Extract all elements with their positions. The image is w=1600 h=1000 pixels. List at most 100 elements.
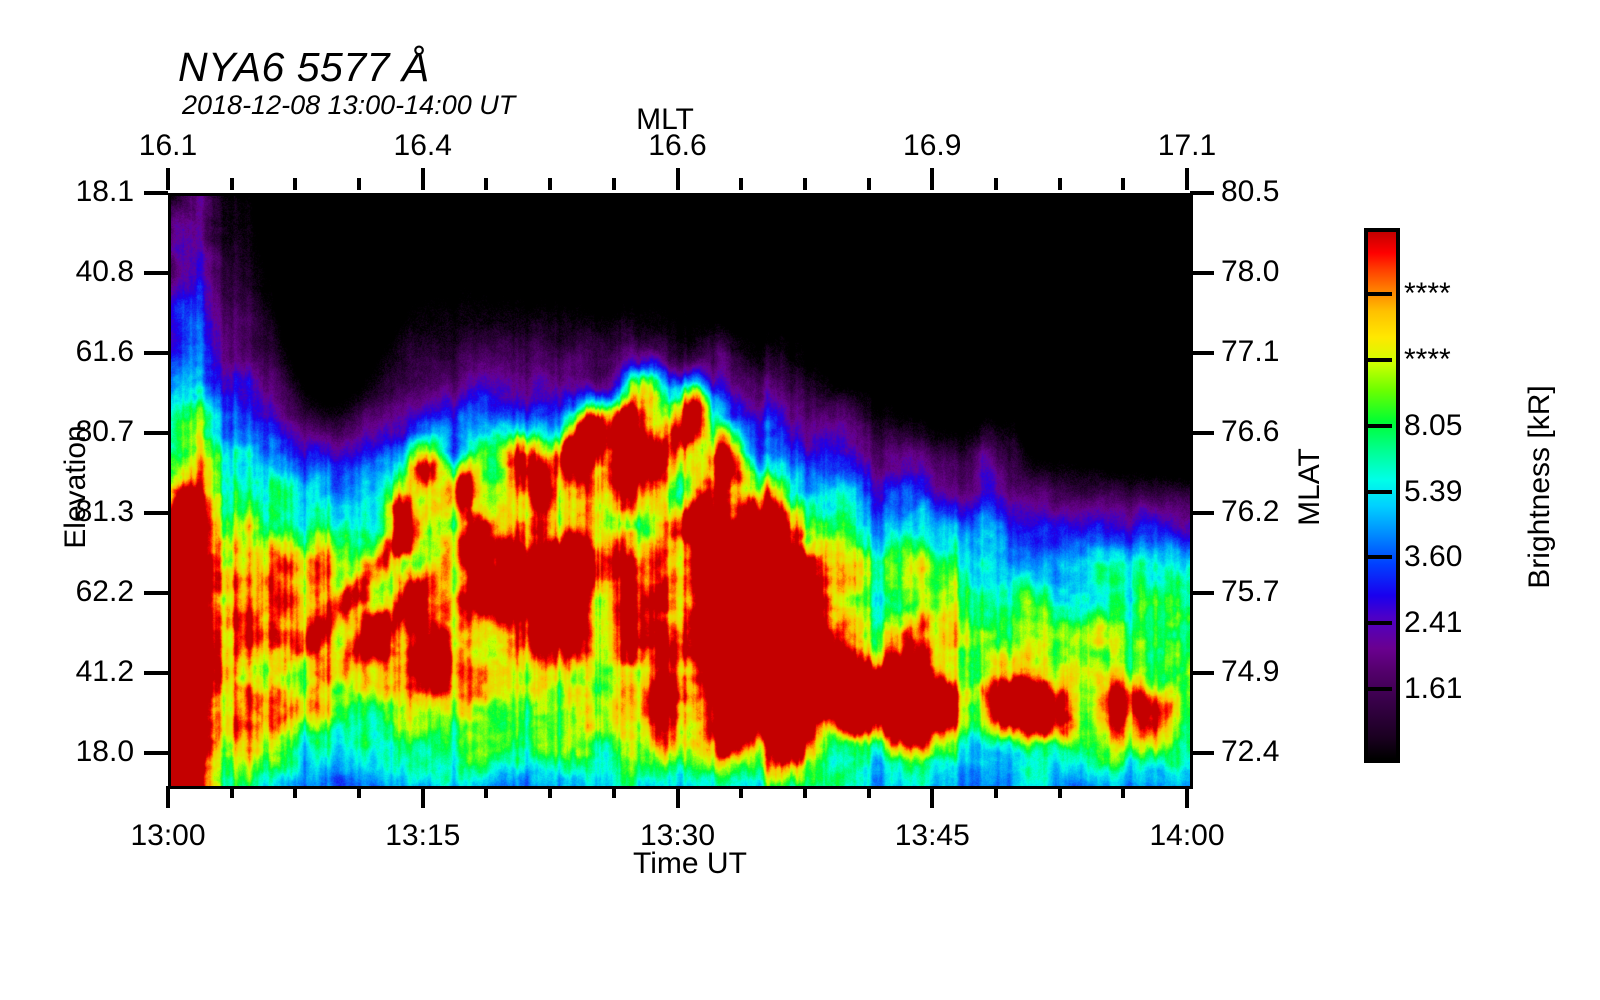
colorbar-tick-mark [1364,423,1392,428]
x-axis-tick-mark [420,786,425,808]
x-axis-tick-label: 13:45 [894,819,970,852]
y-axis-tick-label: 18.1 [75,175,134,208]
x2-axis-tick-mark [166,168,170,190]
y2-axis-tick-label: 76.2 [1221,495,1280,529]
x2-axis-minor-tick-mark [357,178,362,190]
y2-axis-tick-label: 77.1 [1221,335,1280,368]
x2-axis-minor-tick-mark [293,178,298,190]
y2-axis-tick-mark [1190,431,1214,435]
y-axis-tick-label: 61.6 [75,335,134,368]
y-axis-tick-label: 40.8 [75,255,134,288]
y-axis-tick-label: 41.2 [75,655,134,689]
x2-axis-minor-tick-mark [1121,178,1126,190]
colorbar-tick-label: 1.61 [1404,672,1463,706]
y-axis-tick-label: 80.7 [75,415,134,448]
x-axis-minor-tick-mark [548,786,553,798]
y-axis-tick-mark [144,351,168,355]
y-axis-tick-label: 62.2 [75,575,134,609]
x2-axis-tick-mark [420,168,425,190]
y-axis-tick-mark [144,751,168,756]
x-axis-minor-tick-mark [1121,786,1126,798]
y-axis-tick-mark [144,271,168,275]
y2-axis-tick-label: 78.0 [1221,255,1280,288]
y2-axis-tick-mark [1190,751,1214,756]
x2-axis-minor-tick-mark [229,178,234,190]
x2-axis-tick-label: 16.4 [393,129,452,162]
x-axis-tick-label: 13:00 [130,819,206,852]
x2-axis-tick-label: 16.6 [648,129,707,162]
page-subtitle: 2018-12-08 13:00-14:00 UT [182,90,516,120]
page-title: NYA6 5577 Å [178,44,430,90]
colorbar [1364,228,1400,763]
x2-axis-tick-label: 16.9 [903,129,962,162]
x-axis-tick-mark [1185,786,1189,808]
colorbar-tick-mark [1364,489,1392,494]
x2-axis-minor-tick-mark [1057,178,1062,190]
y-axis-tick-label: 81.3 [75,495,134,529]
x2-axis-title-mlt: MLT [636,103,694,136]
x-axis-tick-mark [166,786,170,808]
y2-axis-tick-label: 75.7 [1221,575,1280,609]
x-axis-tick-mark [930,786,935,808]
y2-axis-tick-mark [1190,191,1214,195]
y2-axis-tick-mark [1190,351,1214,355]
colorbar-tick-label: 2.41 [1404,606,1463,640]
keogram-image [171,196,1190,786]
x-axis-tick-label: 13:15 [385,819,461,852]
colorbar-tick-label: 3.60 [1404,540,1463,574]
x2-axis-tick-mark [1185,168,1189,190]
keogram-plot-area [168,193,1193,789]
x-axis-minor-tick-mark [229,786,234,798]
x-axis-minor-tick-mark [611,786,616,798]
y-axis-tick-mark [144,511,168,516]
x2-axis-tick-label: 17.1 [1157,129,1217,162]
y2-axis-tick-mark [1190,671,1214,676]
x-axis-minor-tick-mark [802,786,807,798]
x2-axis-minor-tick-mark [802,178,807,190]
x2-axis-tick-mark [675,168,680,190]
y-axis-tick-mark [144,671,168,676]
y2-axis-tick-mark [1190,271,1214,275]
colorbar-tick-mark [1364,291,1392,296]
colorbar-tick-mark [1364,687,1392,692]
x2-axis-minor-tick-mark [866,178,871,190]
y2-axis-tick-label: 76.6 [1221,415,1280,448]
y-axis-tick-label: 18.0 [75,735,134,769]
x2-axis-tick-label: 16.1 [138,129,198,162]
x-axis-minor-tick-mark [357,786,362,798]
colorbar-tick-mark [1364,555,1392,560]
y2-axis-tick-mark [1190,511,1214,516]
x2-axis-minor-tick-mark [993,178,998,190]
x-axis-tick-label: 14:00 [1149,819,1225,852]
y2-axis-tick-mark [1190,591,1214,596]
x-axis-title-time: Time UT [633,847,747,880]
colorbar-tick-mark [1364,621,1392,626]
x-axis-tick-label: 13:30 [639,819,716,852]
x2-axis-minor-tick-mark [739,178,744,190]
y2-axis-tick-label: 74.9 [1221,655,1280,689]
colorbar-gradient [1368,232,1396,759]
x-axis-minor-tick-mark [293,786,298,798]
colorbar-tick-mark [1364,357,1392,362]
colorbar-tick-label: **** [1404,276,1451,310]
colorbar-title: Brightness [kR] [1523,385,1556,589]
x-axis-minor-tick-mark [739,786,744,798]
colorbar-tick-label: 5.39 [1404,474,1463,508]
colorbar-tick-label: **** [1404,342,1451,376]
x-axis-tick-mark [675,786,680,808]
x-axis-minor-tick-mark [484,786,489,798]
x2-axis-minor-tick-mark [484,178,489,190]
x2-axis-tick-mark [930,168,935,190]
y2-axis-title-mlat: MLAT [1293,448,1326,526]
y2-axis-tick-label: 72.4 [1221,735,1280,769]
x2-axis-minor-tick-mark [611,178,616,190]
y2-axis-tick-label: 80.5 [1221,175,1280,208]
y-axis-tick-mark [144,431,168,435]
x-axis-minor-tick-mark [866,786,871,798]
y-axis-tick-mark [144,191,168,195]
colorbar-tick-label: 8.05 [1404,408,1463,442]
y-axis-title-elevation: Elevation [59,425,92,549]
y-axis-tick-mark [144,591,168,596]
x-axis-minor-tick-mark [993,786,998,798]
x-axis-minor-tick-mark [1057,786,1062,798]
